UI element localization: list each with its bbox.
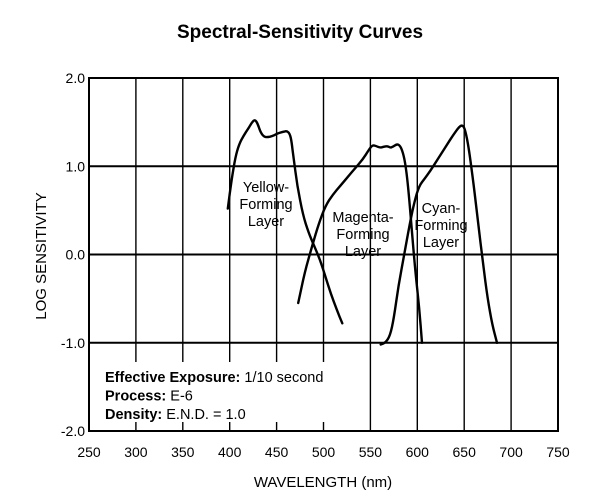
annotation-value: E-6: [166, 389, 193, 405]
series-label-cyan: Cyan-Forming Layer: [414, 201, 467, 251]
y-tick-label: -2.0: [61, 423, 85, 439]
series-line-yellow: [226, 119, 344, 325]
x-tick-label: 750: [546, 444, 570, 460]
annotation-background: [100, 362, 326, 422]
chart-title: Spectral-Sensitivity Curves: [177, 22, 423, 43]
series-label-magenta: Magenta-Forming Layer: [332, 210, 393, 260]
x-tick-labels: 250 300 350 400 450 500 550 600 650 700 750: [77, 444, 570, 460]
series-label-line: Layer: [248, 214, 284, 230]
annotation-value: 1/10 second: [240, 370, 323, 386]
y-axis-label: LOG SENSITIVITY: [33, 192, 50, 320]
series-label-line: Cyan-: [422, 201, 461, 217]
y-tick-label: -1.0: [61, 335, 85, 351]
series-label-line: Forming: [336, 227, 389, 243]
annotation-label: Process:: [105, 389, 166, 405]
series-labels: Yellow-Forming Layer Magenta-Forming LayerC…: [239, 180, 467, 260]
y-tick-label: 2.0: [66, 70, 86, 86]
series-label-line: Layer: [423, 235, 459, 251]
x-tick-label: 250: [77, 444, 101, 460]
x-tick-label: 550: [359, 444, 383, 460]
series-label-line: Yellow-: [243, 180, 289, 196]
x-tick-label: 650: [453, 444, 477, 460]
x-tick-label: 450: [265, 444, 289, 460]
annotation-line: Process: E-6: [105, 389, 193, 405]
x-tick-label: 350: [171, 444, 195, 460]
series-label-line: Magenta-: [332, 210, 393, 226]
series-label-line: Forming: [239, 197, 292, 213]
x-tick-label: 300: [124, 444, 148, 460]
series-label-line: Forming: [414, 218, 467, 234]
series-label-line: Layer: [345, 244, 381, 260]
annotation-line: Density: E.N.D. = 1.0: [105, 407, 246, 423]
x-tick-label: 500: [312, 444, 336, 460]
plot-frame: [88, 77, 559, 432]
y-tick-label: 1.0: [66, 158, 86, 174]
x-axis-label: WAVELENGTH (nm): [254, 474, 392, 491]
x-tick-label: 400: [218, 444, 242, 460]
annotation-label: Density:: [105, 407, 162, 423]
series-label-yellow: Yellow-Forming Layer: [239, 180, 292, 230]
y-tick-label: 0.0: [66, 247, 86, 263]
annotation-value: E.N.D. = 1.0: [162, 407, 245, 423]
x-tick-label: 600: [406, 444, 430, 460]
x-tick-label: 700: [499, 444, 523, 460]
series-line-magenta: [297, 143, 424, 344]
annotation-label: Effective Exposure:: [105, 370, 240, 386]
exposure-annotation: Effective Exposure: 1/10 second Process: …: [105, 370, 323, 423]
y-tick-labels: 2.0 1.0 0.0 -1.0 -2.0: [61, 70, 85, 439]
annotation-line: Effective Exposure: 1/10 second: [105, 370, 323, 386]
series-line-cyan: [379, 124, 499, 346]
series-lines: [226, 119, 499, 346]
